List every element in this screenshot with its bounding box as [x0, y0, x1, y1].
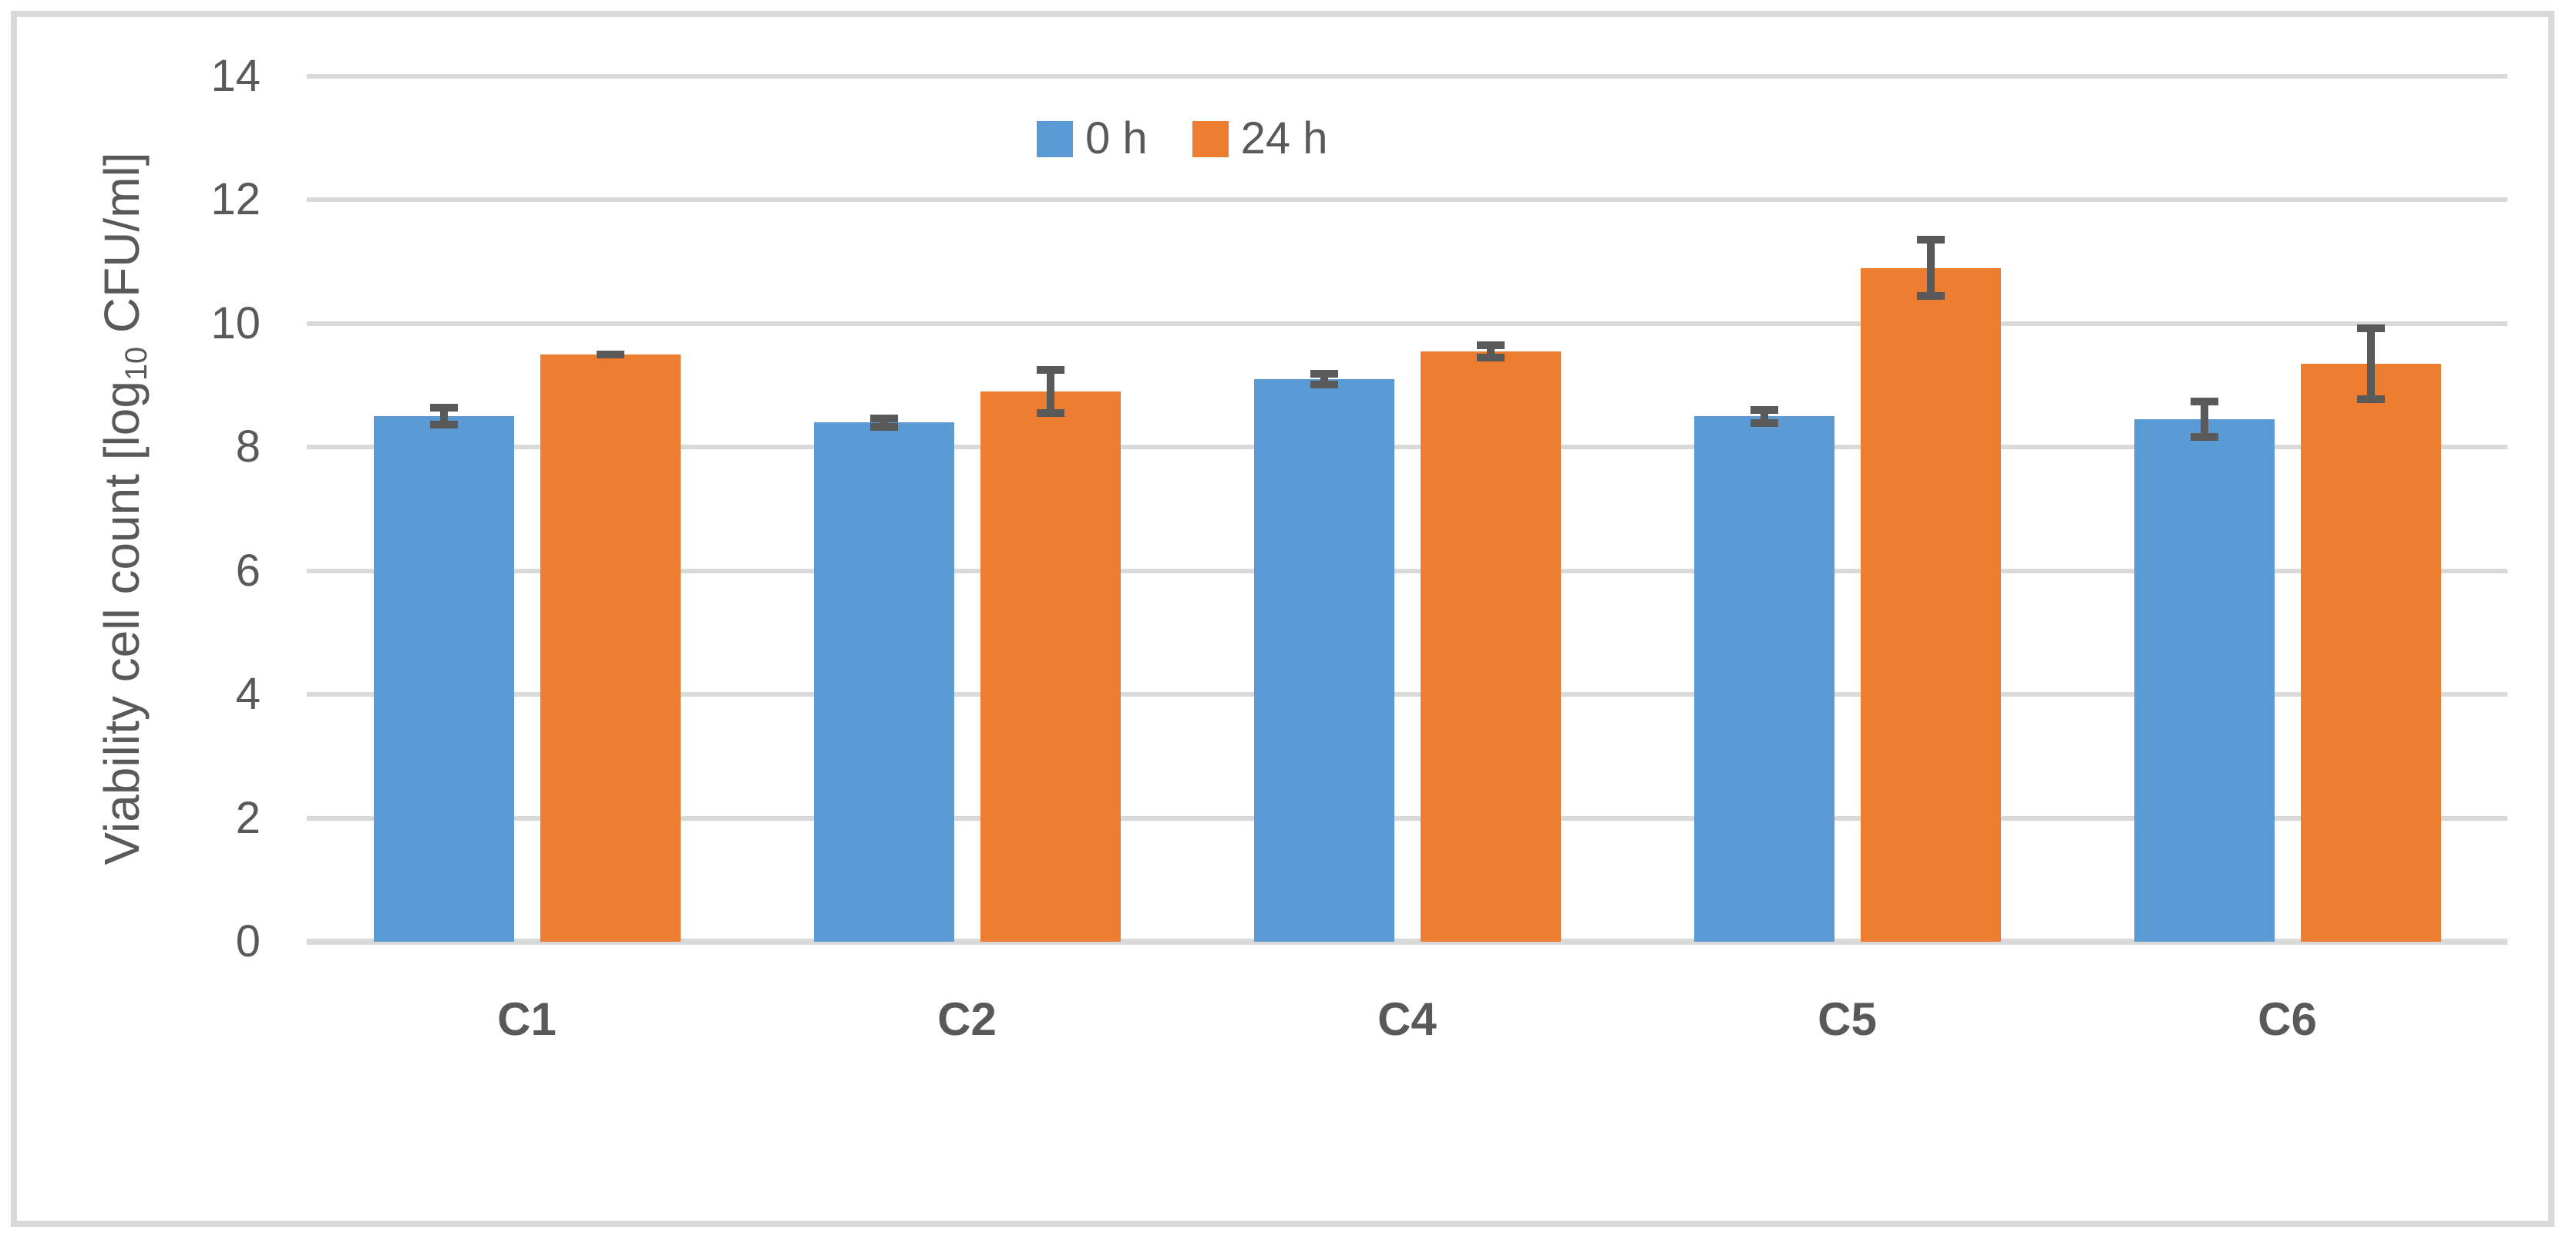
- legend-swatch-0h: [1037, 120, 1073, 157]
- chart-frame: [11, 11, 2554, 1227]
- y-axis-title-prefix: Viability cell count [log: [94, 381, 150, 865]
- legend-label-0h: 0 h: [1085, 113, 1148, 163]
- legend: 0 h 24 h: [1037, 116, 1328, 162]
- legend-item-24h: 24 h: [1192, 116, 1328, 162]
- y-axis-title: Viability cell count [log10 CFU/ml]: [93, 152, 153, 865]
- legend-swatch-24h: [1192, 120, 1229, 157]
- y-axis-title-suffix: CFU/ml]: [94, 152, 150, 347]
- legend-label-24h: 24 h: [1240, 113, 1328, 163]
- legend-item-0h: 0 h: [1037, 116, 1148, 162]
- y-axis-title-subscript: 10: [119, 346, 153, 381]
